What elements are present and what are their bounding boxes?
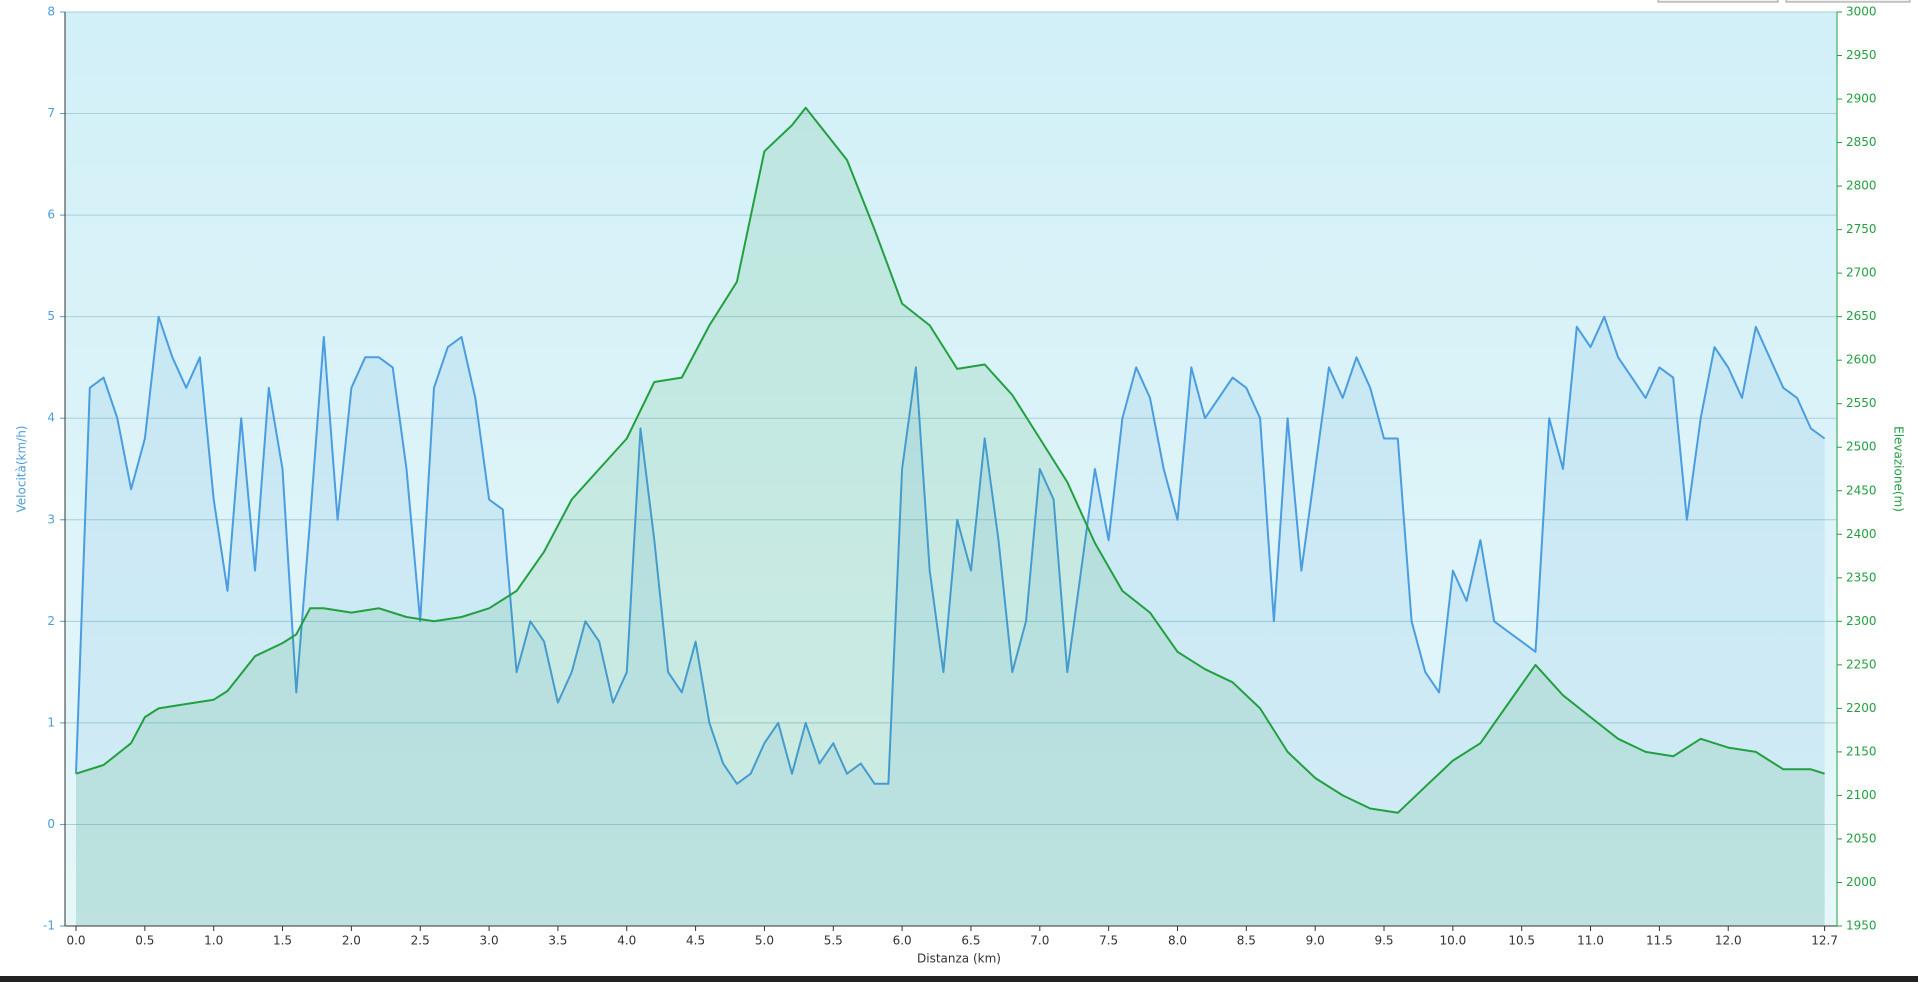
button[interactable]: [1785, 0, 1911, 3]
x-tick-label: 12.0: [1715, 934, 1742, 948]
x-tick-label: 7.5: [1099, 934, 1118, 948]
y2-tick-label: 2900: [1846, 92, 1877, 106]
x-tick-label: 9.0: [1306, 934, 1325, 948]
y2-tick-label: 2250: [1846, 657, 1877, 671]
x-tick-label: 3.0: [480, 934, 499, 948]
y2-tick-label: 2300: [1846, 614, 1877, 628]
line: [75, 315, 1826, 785]
x-tick-label: 2.0: [342, 934, 361, 948]
x-tick-label: 1.0: [204, 934, 223, 948]
x-tick-label: 0.0: [66, 934, 85, 948]
y2-tick-label: 2000: [1846, 875, 1877, 889]
y2-tick-label: 2400: [1846, 527, 1877, 541]
plot-background: [65, 12, 1837, 926]
y-tick-label: 7: [47, 106, 55, 120]
y2-tick-label: 2750: [1846, 222, 1877, 236]
y2-tick-label: 2550: [1846, 396, 1877, 410]
y2-tick-label: 2350: [1846, 570, 1877, 584]
y-tick-label: 3: [47, 512, 55, 526]
y-tick-label: -1: [43, 919, 55, 933]
x-tick-label: 7.0: [1030, 934, 1049, 948]
y2-tick-label: 1950: [1846, 919, 1877, 933]
y2-tick-label: 2100: [1846, 788, 1877, 802]
y-tick-label: 6: [47, 208, 55, 222]
x-tick-label: 8.0: [1168, 934, 1187, 948]
bottom-bar: [0, 976, 1918, 982]
y2-tick-label: 2850: [1846, 135, 1877, 149]
y2-axis-label: Elevazione(m): [1892, 426, 1906, 512]
x-tick-label: 11.5: [1646, 934, 1673, 948]
x-tick-label: 6.0: [893, 934, 912, 948]
y2-tick-label: 2700: [1846, 266, 1877, 280]
area: [76, 107, 1825, 927]
x-tick-label: 10.5: [1508, 934, 1535, 948]
x-tick-label: 5.5: [824, 934, 843, 948]
x-tick-label: 4.0: [617, 934, 636, 948]
y-tick-label: 2: [47, 614, 55, 628]
x-tick-label: 9.5: [1374, 934, 1393, 948]
button[interactable]: [1657, 0, 1779, 3]
x-tick-label: 2.5: [411, 934, 430, 948]
y2-tick-label: 2950: [1846, 48, 1877, 62]
x-tick-label: 11.0: [1577, 934, 1604, 948]
y-tick-label: 8: [47, 5, 55, 19]
y-tick-label: 1: [47, 715, 55, 729]
x-axis-label: Distanza (km): [917, 952, 1001, 966]
x-tick-label: 12.7: [1811, 934, 1838, 948]
x-tick-label: 3.5: [548, 934, 567, 948]
x-tick-label: 5.0: [755, 934, 774, 948]
y2-tick-label: 2200: [1846, 701, 1877, 715]
y-tick-label: 4: [47, 411, 55, 425]
x-tick-label: 4.5: [686, 934, 705, 948]
y2-tick-label: 3000: [1846, 5, 1877, 19]
x-tick-label: 8.5: [1237, 934, 1256, 948]
y2-tick-label: 2500: [1846, 440, 1877, 454]
x-tick-label: 0.5: [135, 934, 154, 948]
line: [75, 106, 1825, 814]
x-tick-label: 6.5: [961, 934, 980, 948]
y-tick-label: 0: [47, 817, 55, 831]
y2-tick-label: 2450: [1846, 483, 1877, 497]
y-tick-label: 5: [47, 309, 55, 323]
y2-tick-label: 2650: [1846, 309, 1877, 323]
x-tick-label: 1.5: [273, 934, 292, 948]
y-axis-label: Velocità(km/h): [15, 426, 29, 513]
plot: -1 0 1 2 3 4 5 6 7 8 1950 2000 2050 2100 2150 2200 2250 2…: [43, 5, 1877, 948]
y2-tick-label: 2150: [1846, 744, 1877, 758]
y2-tick-label: 2050: [1846, 831, 1877, 845]
y2-tick-label: 2600: [1846, 353, 1877, 367]
area: [76, 316, 1825, 926]
x-tick-label: 10.0: [1440, 934, 1467, 948]
y2-tick-label: 2800: [1846, 179, 1877, 193]
